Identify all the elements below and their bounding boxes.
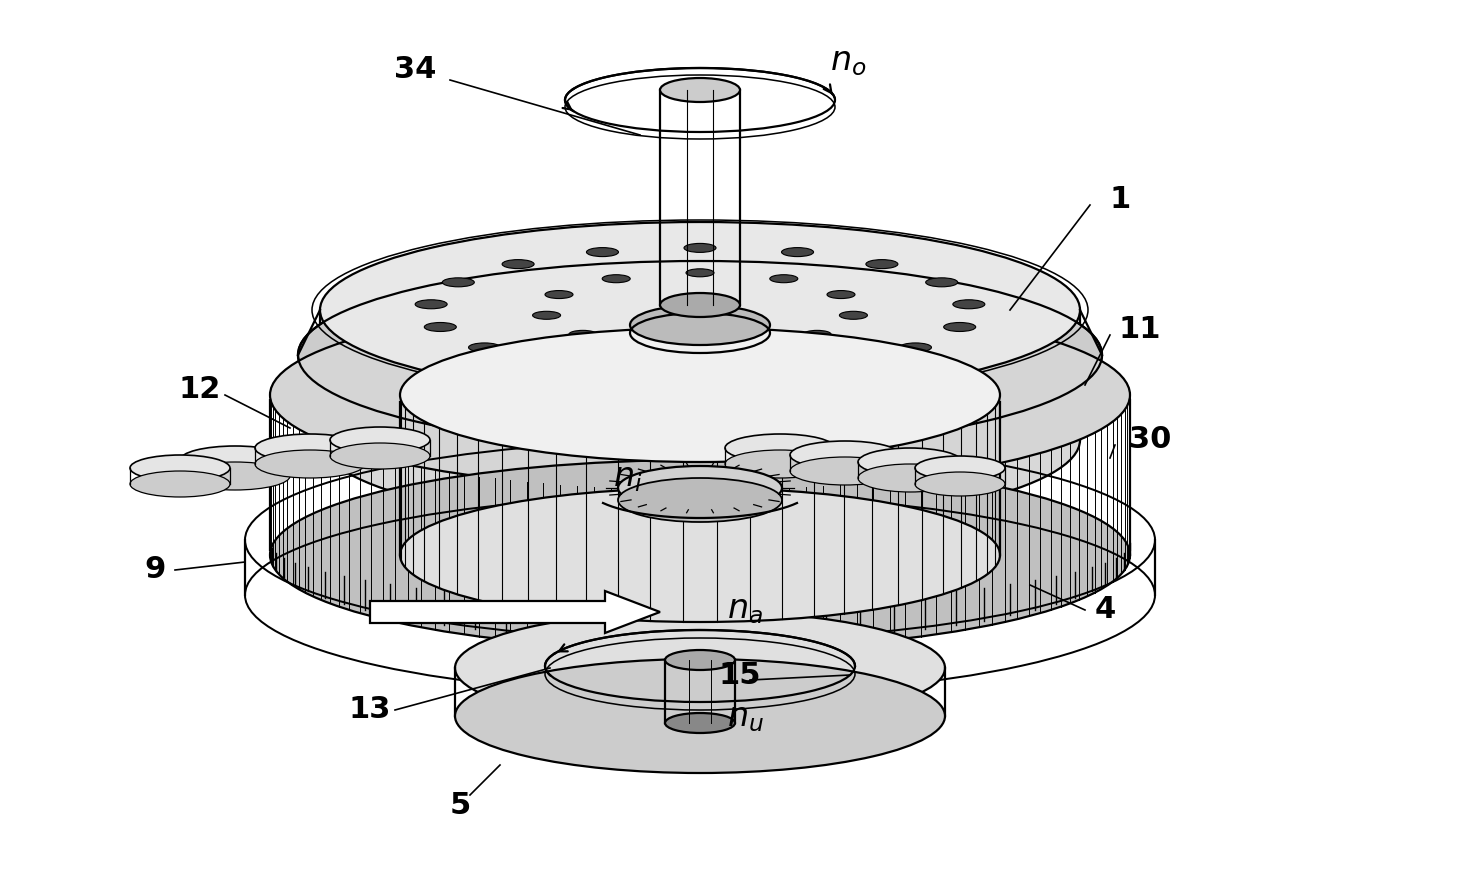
Text: $n_a$: $n_a$ [727, 594, 763, 627]
Ellipse shape [569, 330, 596, 338]
Ellipse shape [455, 611, 944, 725]
Ellipse shape [730, 342, 757, 349]
Ellipse shape [858, 464, 962, 492]
Ellipse shape [665, 713, 735, 733]
Ellipse shape [659, 293, 740, 317]
Ellipse shape [665, 650, 735, 670]
Ellipse shape [586, 248, 618, 256]
Ellipse shape [635, 367, 667, 375]
Text: $n_o$: $n_o$ [830, 45, 867, 78]
Ellipse shape [130, 455, 230, 481]
Text: 30: 30 [1129, 426, 1171, 454]
Ellipse shape [415, 300, 447, 308]
Ellipse shape [401, 488, 1000, 622]
Text: 15: 15 [719, 660, 762, 689]
Ellipse shape [826, 358, 858, 368]
Ellipse shape [618, 466, 782, 510]
Ellipse shape [782, 248, 813, 256]
Ellipse shape [684, 243, 716, 252]
Ellipse shape [725, 450, 835, 478]
Ellipse shape [725, 434, 835, 462]
Text: 9: 9 [145, 555, 165, 585]
Text: 5: 5 [449, 791, 471, 819]
Text: 1: 1 [1110, 185, 1130, 215]
Ellipse shape [789, 441, 901, 469]
Ellipse shape [532, 311, 560, 319]
Ellipse shape [866, 260, 898, 269]
FancyArrow shape [370, 591, 659, 633]
Ellipse shape [659, 78, 740, 102]
Ellipse shape [686, 269, 713, 277]
Ellipse shape [734, 367, 766, 375]
Ellipse shape [953, 300, 985, 308]
Ellipse shape [618, 478, 782, 522]
Ellipse shape [630, 305, 770, 345]
Text: 34: 34 [393, 56, 436, 84]
Ellipse shape [770, 275, 798, 282]
Ellipse shape [320, 222, 1080, 398]
Ellipse shape [602, 275, 630, 282]
Ellipse shape [468, 343, 500, 352]
Ellipse shape [545, 290, 573, 299]
Ellipse shape [542, 358, 575, 368]
Ellipse shape [130, 471, 230, 497]
Ellipse shape [827, 290, 855, 299]
Ellipse shape [839, 311, 867, 319]
Ellipse shape [254, 434, 366, 462]
Ellipse shape [915, 456, 1004, 480]
Ellipse shape [915, 472, 1004, 496]
Text: $n_u$: $n_u$ [727, 701, 765, 734]
Ellipse shape [943, 322, 975, 331]
Ellipse shape [254, 450, 366, 478]
Ellipse shape [298, 261, 1102, 449]
Text: 4: 4 [1095, 595, 1116, 625]
Ellipse shape [925, 278, 958, 287]
Ellipse shape [330, 443, 430, 469]
Ellipse shape [789, 457, 901, 485]
Ellipse shape [180, 446, 289, 474]
Ellipse shape [320, 352, 1080, 528]
Ellipse shape [455, 659, 944, 773]
Ellipse shape [642, 342, 671, 349]
Ellipse shape [501, 260, 534, 269]
Ellipse shape [424, 322, 456, 331]
Ellipse shape [270, 300, 1130, 490]
Text: $n_i$: $n_i$ [613, 461, 642, 494]
Ellipse shape [401, 328, 1000, 462]
Ellipse shape [270, 460, 1130, 650]
Ellipse shape [858, 448, 962, 476]
Ellipse shape [330, 427, 430, 453]
Ellipse shape [443, 278, 474, 287]
Text: 11: 11 [1118, 315, 1161, 344]
Text: 12: 12 [178, 375, 221, 404]
Text: 13: 13 [349, 695, 392, 725]
Ellipse shape [803, 330, 830, 338]
Ellipse shape [899, 343, 931, 352]
Ellipse shape [180, 462, 289, 490]
